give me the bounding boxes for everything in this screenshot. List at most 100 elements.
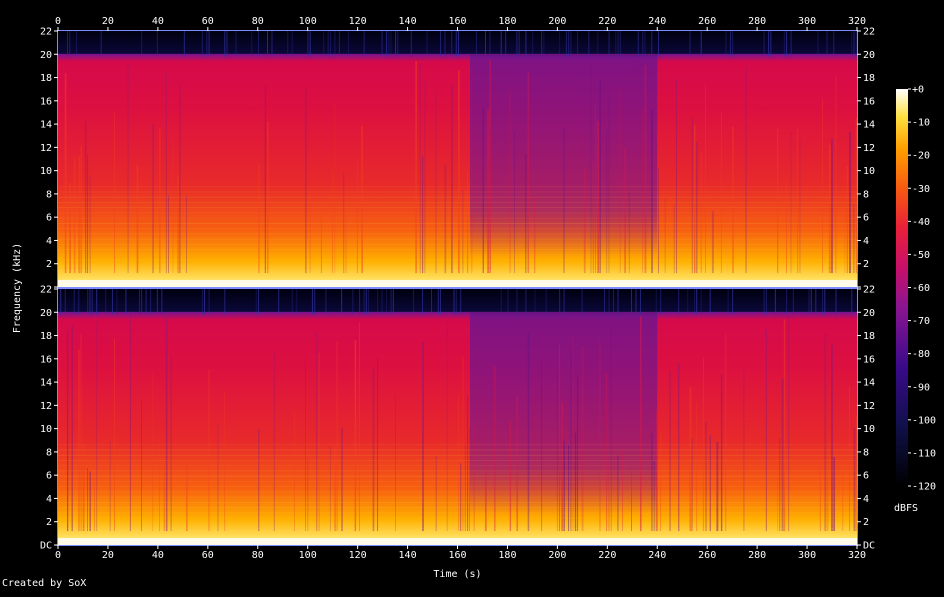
spectrogram-streak bbox=[224, 289, 226, 315]
spectrogram-streak bbox=[451, 31, 453, 57]
spectrogram-streak bbox=[572, 336, 574, 532]
spectrogram-streak bbox=[96, 321, 98, 532]
x-tick-label: 20 bbox=[102, 550, 114, 561]
spectrogram-streak bbox=[93, 472, 95, 532]
spectrogram-harmonic bbox=[58, 270, 857, 271]
spectrogram-streak bbox=[732, 31, 734, 57]
x-tick-label: 180 bbox=[498, 16, 516, 27]
spectrogram-harmonic bbox=[58, 202, 857, 203]
spectrogram-streak bbox=[156, 31, 158, 57]
y-tick-label: 16 bbox=[863, 96, 875, 107]
spectrogram-streak bbox=[599, 79, 601, 274]
spectrogram-streak bbox=[709, 435, 711, 532]
colorbar-tick-label: -120 bbox=[912, 482, 936, 493]
spectrogram-streak bbox=[183, 31, 185, 57]
y-tick-label: 16 bbox=[40, 96, 52, 107]
spectrogram-streak bbox=[466, 395, 469, 532]
y-tick-label: 10 bbox=[40, 166, 52, 177]
spectrogram-harmonic bbox=[58, 217, 857, 219]
x-axis-label: Time (s) bbox=[433, 569, 481, 580]
spectrogram-streak bbox=[581, 289, 583, 315]
spectrogram-streak bbox=[808, 289, 810, 315]
spectrogram-streak bbox=[255, 289, 257, 315]
spectrogram-streak bbox=[514, 131, 515, 274]
spectrogram-harmonic bbox=[58, 275, 857, 277]
spectrogram-streak bbox=[637, 31, 639, 57]
spectrogram-harmonic bbox=[58, 444, 857, 446]
spectrogram-streak bbox=[208, 369, 210, 532]
x-tick-label: 320 bbox=[848, 16, 866, 27]
spectrogram-streak bbox=[341, 427, 343, 532]
spectrogram-streak bbox=[792, 289, 794, 315]
spectrogram-harmonic bbox=[58, 196, 857, 198]
spectrogram-streak bbox=[642, 109, 644, 274]
spectrogram-streak bbox=[78, 289, 80, 315]
spectrogram-streak bbox=[314, 289, 316, 315]
spectrogram-streak bbox=[696, 289, 698, 315]
spectrogram-streak bbox=[853, 31, 855, 57]
spectrogram-streak bbox=[851, 31, 853, 57]
spectrogram-streak bbox=[466, 171, 469, 274]
y-tick-label: 8 bbox=[46, 447, 52, 458]
spectrogram-streak bbox=[669, 370, 671, 532]
spectrogram-streak bbox=[71, 324, 73, 532]
spectrogram-streak bbox=[777, 128, 779, 274]
spectrogram-streak bbox=[206, 31, 208, 57]
spectrogram-streak bbox=[824, 289, 826, 315]
spectrogram-bass-band bbox=[58, 280, 857, 287]
spectrogram-streak bbox=[509, 421, 512, 532]
y-tick-label: 20 bbox=[863, 50, 875, 61]
spectrogram-streak bbox=[84, 121, 87, 274]
footer-credit: Created by SoX bbox=[2, 578, 87, 589]
spectrogram-streak bbox=[377, 289, 379, 315]
spectrogram-streak bbox=[422, 342, 424, 532]
spectrogram-streak bbox=[696, 401, 698, 532]
x-tick-label: 280 bbox=[748, 16, 766, 27]
spectrogram-streak bbox=[170, 356, 172, 532]
spectrogram-harmonic bbox=[58, 501, 857, 503]
spectrogram-streak bbox=[89, 289, 91, 315]
spectrogram-streak bbox=[835, 289, 837, 315]
spectrogram-harmonic bbox=[58, 449, 857, 451]
y-tick-label: 22 bbox=[863, 285, 875, 296]
colorbar-label: dBFS bbox=[894, 503, 918, 514]
spectrogram-streak bbox=[163, 457, 166, 532]
spectrogram-streak bbox=[651, 110, 653, 274]
spectrogram-streak bbox=[599, 340, 601, 532]
x-tick-label: 260 bbox=[698, 16, 716, 27]
spectrogram-streak bbox=[177, 176, 180, 274]
spectrogram-streak bbox=[145, 289, 147, 315]
spectrogram-streak bbox=[765, 328, 767, 532]
spectrogram-streak bbox=[763, 289, 765, 315]
spectrogram-streak bbox=[69, 31, 71, 57]
colorbar-tick-label: -110 bbox=[912, 448, 936, 459]
spectrogram-streak bbox=[615, 31, 617, 57]
spectrogram-streak bbox=[186, 196, 188, 274]
spectrogram-streak bbox=[309, 31, 311, 57]
spectrogram-streak bbox=[608, 289, 610, 315]
spectrogram-streak bbox=[853, 204, 855, 274]
spectrogram-streak bbox=[810, 289, 812, 315]
spectrogram-streak bbox=[745, 66, 747, 274]
spectrogram-streak bbox=[325, 289, 327, 315]
spectrogram-streak bbox=[507, 289, 509, 315]
spectrogram-streak bbox=[89, 176, 91, 274]
spectrogram-streak bbox=[583, 169, 586, 274]
spectrogram-streak bbox=[390, 31, 392, 57]
spectrogram-harmonic bbox=[58, 212, 857, 214]
spectrogram-streak bbox=[617, 289, 619, 315]
y-tick-label: 4 bbox=[863, 236, 869, 247]
x-tick-label: 160 bbox=[448, 550, 466, 561]
x-tick-label: 120 bbox=[349, 16, 367, 27]
x-tick-label: 80 bbox=[252, 16, 264, 27]
spectrogram-streak bbox=[559, 31, 561, 57]
spectrogram-streak bbox=[720, 111, 722, 274]
spectrogram-streak bbox=[783, 319, 786, 532]
spectrogram-streak bbox=[363, 31, 365, 57]
spectrogram-streak bbox=[489, 60, 491, 274]
spectrogram-streak bbox=[208, 289, 210, 315]
spectrogram-streak bbox=[768, 31, 770, 57]
spectrogram-streak bbox=[305, 355, 306, 532]
spectrogram-streak bbox=[287, 31, 289, 57]
spectrogram-streak bbox=[657, 168, 659, 274]
